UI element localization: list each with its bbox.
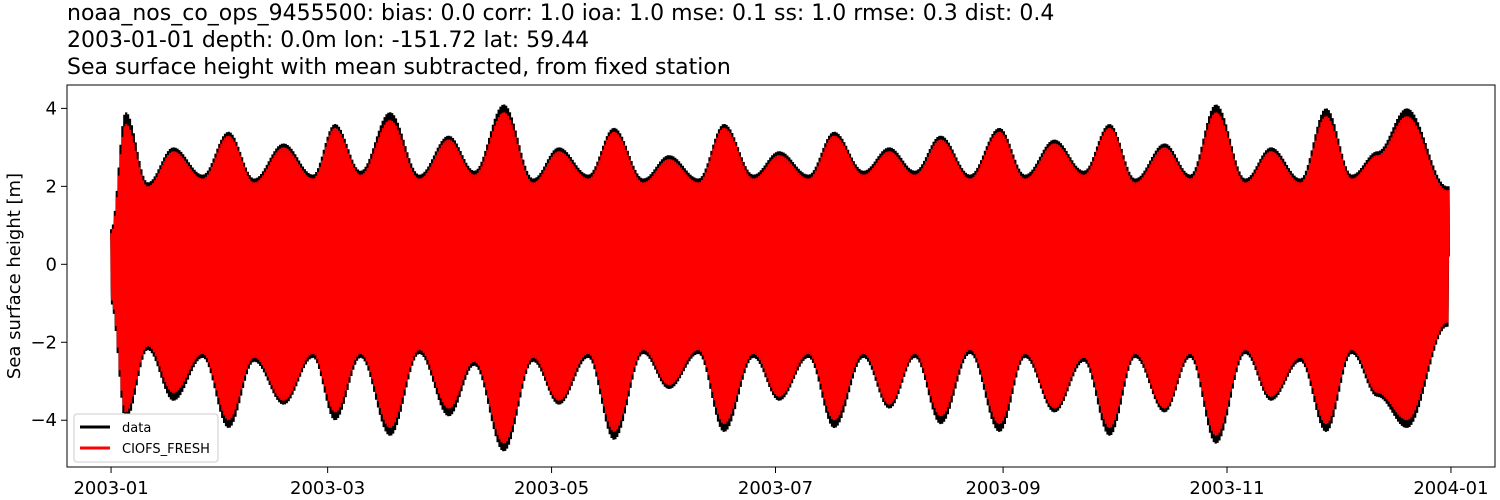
x-axis: 2003-01 2003-03 2003-05 2003-07 2003-09 2003-… <box>73 467 1489 499</box>
series-layer <box>110 104 1450 452</box>
y-tick-label: 2 <box>46 176 57 197</box>
legend-label-data: data <box>122 421 151 436</box>
x-tick-label: 2003-05 <box>514 478 589 499</box>
legend: data CIOFS_FRESH <box>73 413 219 463</box>
x-tick-label: 2004-01 <box>1413 478 1488 499</box>
x-tick-label: 2003-11 <box>1189 478 1264 499</box>
title-line-location: 2003-01-01 depth: 0.0m lon: -151.72 lat:… <box>67 28 590 53</box>
y-axis-label: Sea surface height [m] <box>4 173 25 379</box>
y-tick-label: −4 <box>30 410 57 431</box>
y-tick-label: −2 <box>30 332 57 353</box>
title-line-description: Sea surface height with mean subtracted,… <box>67 55 731 80</box>
y-tick-label: 4 <box>46 98 57 119</box>
x-tick-label: 2003-01 <box>73 478 148 499</box>
chart-title: noaa_nos_co_ops_9455500: bias: 0.0 corr:… <box>67 0 1054 81</box>
plot-frame <box>66 84 1496 468</box>
x-tick-label: 2003-07 <box>738 478 813 499</box>
x-tick-label: 2003-09 <box>965 478 1040 499</box>
y-tick-label: 0 <box>46 254 57 275</box>
x-tick-label: 2003-03 <box>290 478 365 499</box>
title-line-stats: noaa_nos_co_ops_9455500: bias: 0.0 corr:… <box>67 1 1055 26</box>
series-line-ciofs-fresh <box>110 112 1450 444</box>
y-axis: −4 −2 0 2 4 <box>30 98 67 431</box>
legend-label-ciofs-fresh: CIOFS_FRESH <box>122 442 210 457</box>
